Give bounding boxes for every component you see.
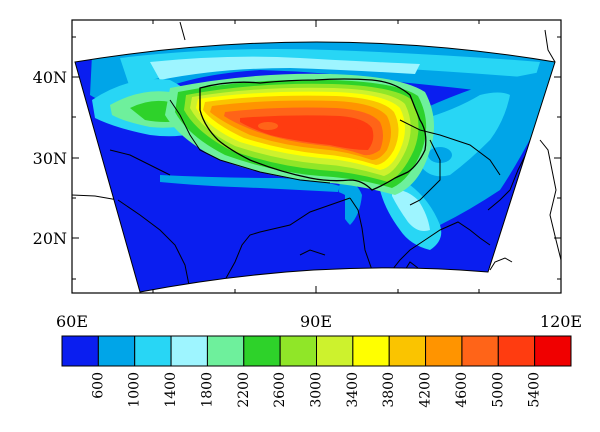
lat-label-20n: 20N: [33, 229, 67, 248]
colorbar-label: 3000: [309, 372, 325, 408]
latitude-labels: 40N 30N 20N: [33, 68, 67, 248]
colorbar-swatch: [352, 335, 390, 367]
colorbar-label: 3400: [345, 372, 361, 408]
map-panel: 40N 30N 20N 60E 90E 120E: [33, 19, 582, 331]
colorbar-swatch: [134, 335, 172, 367]
colorbar-swatch: [461, 335, 499, 367]
colorbar-swatch: [425, 335, 463, 367]
colorbar-label: 2200: [236, 372, 252, 408]
colorbar-label: 4200: [418, 372, 434, 408]
colorbar-swatch: [243, 335, 281, 367]
colorbar-swatch: [388, 335, 427, 367]
longitude-labels: 60E 90E 120E: [56, 312, 582, 331]
tick-marks: [71, 20, 562, 293]
colorbar-label: 3800: [381, 372, 397, 408]
colorbar-label: 5400: [527, 372, 543, 408]
colorbar-label: 1800: [199, 372, 215, 408]
colorbar-label: 1000: [127, 372, 143, 408]
colorbar-swatch: [206, 335, 245, 367]
colorbar-label: 600: [90, 372, 106, 399]
colorbar-label: 1400: [163, 372, 179, 408]
lon-label-90e: 90E: [300, 312, 332, 331]
lat-label-30n: 30N: [33, 149, 67, 168]
colorbar-swatch: [97, 335, 136, 367]
colorbar-swatch: [170, 335, 208, 367]
colorbar-label: 5000: [490, 372, 506, 408]
colorbar: 600 1000 1400 1800 2200 2600 3000 3400 3800 4200 4…: [61, 335, 572, 408]
colorbar-label: 4600: [454, 372, 470, 408]
coastlines-outside: [72, 21, 561, 271]
colorbar-swatch: [534, 335, 572, 367]
lon-label-120e: 120E: [540, 312, 582, 331]
lat-label-40n: 40N: [33, 68, 67, 87]
colorbar-label: 2600: [272, 372, 288, 408]
plateau-outline: [199, 78, 427, 191]
colorbar-swatch: [497, 335, 536, 367]
model-domain-boundary: [74, 41, 556, 293]
lon-label-60e: 60E: [56, 312, 88, 331]
colorbar-swatch: [279, 335, 318, 367]
domain-contours: [75, 42, 555, 292]
colorbar-swatch: [316, 335, 354, 367]
colorbar-swatch: [61, 335, 99, 367]
